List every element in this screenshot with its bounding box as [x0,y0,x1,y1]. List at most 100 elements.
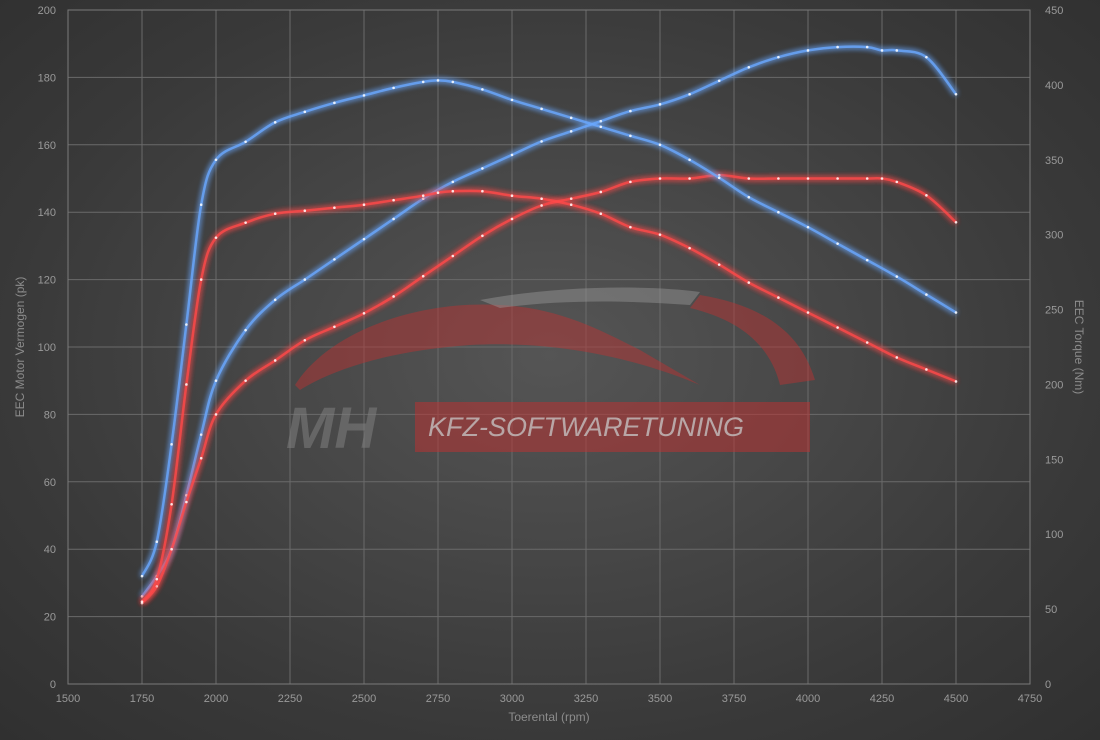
series-point [362,312,366,315]
series-point [421,197,425,201]
y-left-tick-label: 160 [38,140,56,152]
series-point [925,368,928,371]
series-point [273,298,277,302]
series-point [273,359,277,362]
y-right-tick-label: 150 [1045,454,1063,466]
series-point [436,79,440,82]
series-point [865,177,869,180]
series-point [717,173,721,177]
series-line [141,173,957,604]
series-point [777,177,780,180]
series-point [836,177,839,180]
series-line [140,189,957,603]
series-point [362,203,366,207]
series-point [214,158,218,162]
series-point [244,221,247,224]
x-tick-label: 1500 [56,693,80,705]
series-point [688,246,691,250]
series-point [421,80,425,84]
series-point [806,311,810,314]
watermark-car-rear [690,295,815,385]
series-point [688,158,691,162]
series-point [836,242,839,245]
y-right-tick-label: 400 [1045,80,1063,92]
y-left-tick-label: 80 [44,409,56,421]
series-point [244,379,247,383]
series-point [658,143,662,147]
series-point [925,194,928,197]
series-point [392,198,395,202]
series-point [362,237,366,241]
x-axis-title: Toerental (rpm) [508,710,589,724]
y-right-tick-label: 350 [1045,155,1063,167]
series-point [421,274,425,278]
series-point [244,140,247,144]
y-left-tick-label: 0 [50,679,56,691]
y-left-tick-label: 60 [44,477,56,489]
series-point [806,177,810,180]
series-point [140,574,144,578]
watermark-brand: MH [286,396,377,461]
y-left-tick-label: 40 [44,544,56,556]
series-point [954,380,958,383]
series-point [451,80,455,84]
y-right-tick-label: 450 [1045,5,1063,17]
series-point [214,236,218,239]
series-point [747,281,751,284]
series-point [481,167,484,170]
y-right-tick-label: 100 [1045,529,1063,541]
series-point [806,49,810,52]
series-point [658,177,662,180]
series-point [569,116,573,120]
series-point [599,190,603,194]
series-point [303,338,307,342]
series-point [836,45,839,49]
series-left-tuned [140,45,958,598]
series-point [451,254,455,258]
series-group [140,45,958,605]
series-point [155,540,159,544]
series-point [244,328,247,332]
series-point [865,341,869,344]
series-point [140,595,144,598]
series-point [155,577,159,581]
x-tick-label: 3000 [500,693,524,705]
y-right-tick-label: 300 [1045,230,1063,242]
series-point [895,356,899,359]
watermark-text: KFZ-SOFTWARETUNING [428,412,744,442]
series-point [880,177,884,180]
y-left-tick-labels: 0 20 40 60 80 100 120 140 160 180 200 [38,5,56,691]
y-right-tick-labels: 0 50 100 150 200 250 300 350 400 450 [1045,5,1063,691]
series-point [481,189,484,193]
series-point [333,101,336,105]
y-right-tick-label: 200 [1045,379,1063,391]
x-tick-label: 3250 [574,693,598,705]
series-point [303,209,307,213]
series-point [273,212,277,215]
x-tick-label: 2250 [278,693,302,705]
series-point [303,110,307,114]
y-right-axis-title: EEC Torque (Nm) [1072,300,1086,394]
series-point [333,258,336,261]
x-tick-label: 4750 [1018,693,1042,705]
watermark-banner [415,402,810,452]
series-point [925,55,928,59]
series-point [481,234,484,238]
x-tick-label: 4250 [870,693,894,705]
series-point [510,153,514,157]
series-point [481,88,484,91]
series-point [540,140,543,143]
y-left-tick-label: 180 [38,72,56,84]
series-point [777,296,780,299]
series-point [954,311,958,314]
series-point [510,98,514,102]
series-point [333,206,336,210]
x-tick-label: 2000 [204,693,228,705]
series-point [214,379,218,383]
series-point [392,295,395,298]
series-point [895,49,899,52]
series-line [140,45,957,598]
x-tick-label: 3750 [722,693,746,705]
series-point [421,194,425,198]
